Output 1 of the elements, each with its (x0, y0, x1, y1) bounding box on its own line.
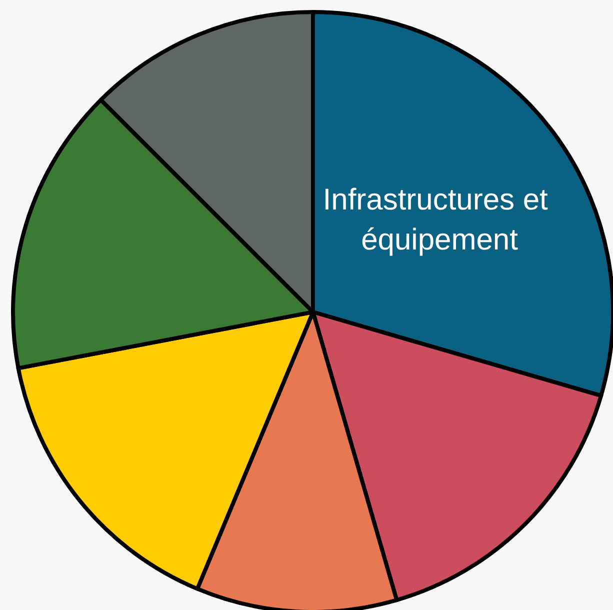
slice-label: Infrastructures et équipement (322, 184, 549, 257)
